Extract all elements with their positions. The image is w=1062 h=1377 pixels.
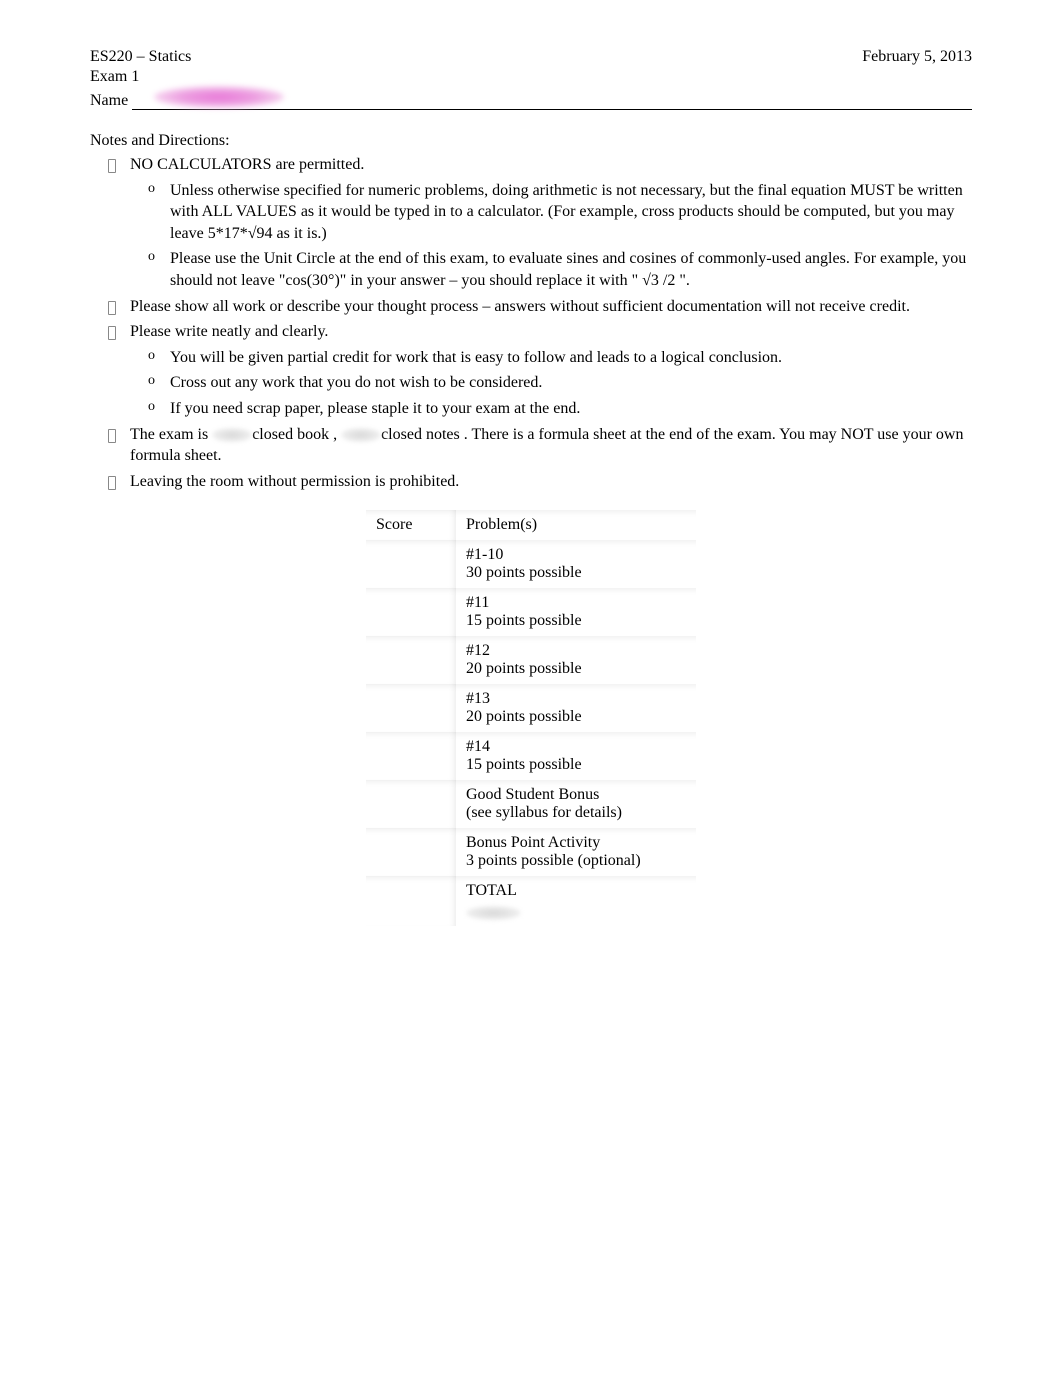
problem-cell: #14 15 points possible (456, 732, 696, 780)
table-row: TOTAL (366, 876, 696, 926)
problem-line1: #11 (466, 594, 686, 612)
note-text: NO CALCULATORS are permitted. (130, 156, 364, 173)
problem-line1: #13 (466, 690, 686, 708)
score-cell (366, 636, 456, 684)
problem-cell: #12 20 points possible (456, 636, 696, 684)
problem-line2: 15 points possible (466, 612, 686, 630)
note-text: Please write neatly and clearly. (130, 323, 328, 340)
note-text: Please show all work or describe your th… (130, 298, 910, 315)
problem-line1: TOTAL (466, 882, 686, 900)
problem-cell: Good Student Bonus (see syllabus for det… (456, 780, 696, 828)
table-row: #1-10 30 points possible (366, 540, 696, 588)
note-text: Leaving the room without permission is p… (130, 473, 459, 490)
note-text-part: , (333, 426, 337, 443)
sub-item: If you need scrap paper, please staple i… (170, 398, 972, 420)
notes-title: Notes and Directions: (90, 132, 972, 150)
redacted-blur (341, 428, 381, 442)
problem-line2: 20 points possible (466, 708, 686, 726)
problem-cell: #1-10 30 points possible (456, 540, 696, 588)
notes-list: NO CALCULATORS are permitted. Unless oth… (90, 154, 972, 492)
sub-item: Unless otherwise specified for numeric p… (170, 180, 972, 245)
sub-list: Unless otherwise specified for numeric p… (130, 180, 972, 292)
score-cell (366, 684, 456, 732)
name-underline (132, 94, 972, 110)
problem-line2: 15 points possible (466, 756, 686, 774)
problem-line1: Good Student Bonus (466, 786, 686, 804)
table-row: #13 20 points possible (366, 684, 696, 732)
note-item: Please show all work or describe your th… (130, 296, 972, 318)
note-item: The exam is closed book , closed notes .… (130, 424, 972, 467)
exam-date: February 5, 2013 (862, 48, 972, 66)
table-row: #12 20 points possible (366, 636, 696, 684)
course-code: ES220 – Statics (90, 48, 191, 66)
problem-line2: 30 points possible (466, 564, 686, 582)
exam-number: Exam 1 (90, 68, 972, 86)
problem-line2: 3 points possible (optional) (466, 852, 686, 870)
table-row: Good Student Bonus (see syllabus for det… (366, 780, 696, 828)
problem-line1: #1-10 (466, 546, 686, 564)
note-text-part: closed book (252, 426, 329, 443)
redacted-blur (212, 428, 252, 442)
score-cell (366, 588, 456, 636)
score-cell (366, 540, 456, 588)
score-cell (366, 876, 456, 926)
sub-item: Please use the Unit Circle at the end of… (170, 248, 972, 291)
table-row: #11 15 points possible (366, 588, 696, 636)
redacted-name-blur (154, 86, 284, 108)
name-field-row: Name (90, 92, 972, 110)
name-label: Name (90, 92, 128, 110)
note-item: NO CALCULATORS are permitted. Unless oth… (130, 154, 972, 292)
score-cell (366, 732, 456, 780)
score-table: Score Problem(s) #1-10 30 points possibl… (366, 510, 696, 926)
sub-item: Cross out any work that you do not wish … (170, 372, 972, 394)
sub-item: You will be given partial credit for wor… (170, 347, 972, 369)
problem-line1: #12 (466, 642, 686, 660)
score-cell (366, 780, 456, 828)
note-text-part: The exam is (130, 426, 208, 443)
score-cell (366, 828, 456, 876)
score-header: Score (366, 510, 456, 540)
problem-cell: TOTAL (456, 876, 696, 926)
problem-line2: 20 points possible (466, 660, 686, 678)
problem-cell: #11 15 points possible (456, 588, 696, 636)
note-text-part: closed notes (381, 426, 460, 443)
problem-header: Problem(s) (456, 510, 696, 540)
table-row: #14 15 points possible (366, 732, 696, 780)
sub-list: You will be given partial credit for wor… (130, 347, 972, 420)
problem-line1: #14 (466, 738, 686, 756)
note-item: Please write neatly and clearly. You wil… (130, 321, 972, 419)
problem-line2: (see syllabus for details) (466, 804, 686, 822)
problem-line1: Bonus Point Activity (466, 834, 686, 852)
problem-cell: #13 20 points possible (456, 684, 696, 732)
note-item: Leaving the room without permission is p… (130, 471, 972, 493)
table-row: Bonus Point Activity 3 points possible (… (366, 828, 696, 876)
redacted-blur (466, 906, 521, 920)
problem-cell: Bonus Point Activity 3 points possible (… (456, 828, 696, 876)
